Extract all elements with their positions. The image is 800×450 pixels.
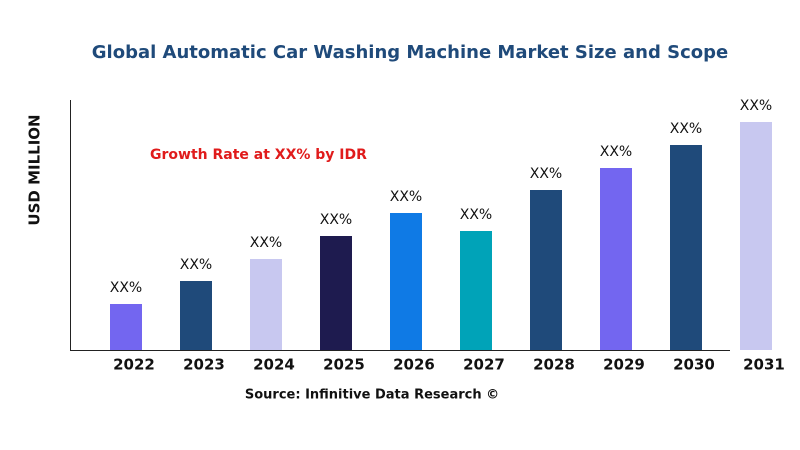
source: Source: Infinitive Data Research © <box>245 388 499 403</box>
value-label: XX% <box>530 166 562 182</box>
value-label: XX% <box>740 98 772 114</box>
x-tick-label: 2028 <box>533 356 575 374</box>
value-label: XX% <box>460 207 492 223</box>
chart-title: Global Automatic Car Washing Machine Mar… <box>92 42 728 63</box>
bar <box>600 168 632 350</box>
bar <box>530 190 562 350</box>
value-label: XX% <box>320 212 352 228</box>
x-tick-label: 2027 <box>463 356 505 374</box>
value-label: XX% <box>110 280 142 296</box>
x-tick-label: 2031 <box>743 356 785 374</box>
value-label: XX% <box>250 235 282 251</box>
x-tick-label: 2029 <box>603 356 645 374</box>
x-tick-label: 2022 <box>113 356 155 374</box>
bar <box>460 231 492 350</box>
bar <box>250 259 282 350</box>
annotation: Growth Rate at XX% by IDR <box>150 147 367 163</box>
x-tick-label: 2024 <box>253 356 295 374</box>
bar <box>740 122 772 350</box>
x-tick-label: 2025 <box>323 356 365 374</box>
value-label: XX% <box>180 257 212 273</box>
value-label: XX% <box>390 189 422 205</box>
bar <box>320 236 352 350</box>
y-axis-label: USD MILLION <box>26 114 44 225</box>
x-tick-label: 2030 <box>673 356 715 374</box>
x-tick-label: 2023 <box>183 356 225 374</box>
bar <box>110 304 142 350</box>
value-label: XX% <box>600 144 632 160</box>
bar <box>180 281 212 350</box>
bar <box>390 213 422 350</box>
bar <box>670 145 702 350</box>
x-tick-label: 2026 <box>393 356 435 374</box>
value-label: XX% <box>670 121 702 137</box>
